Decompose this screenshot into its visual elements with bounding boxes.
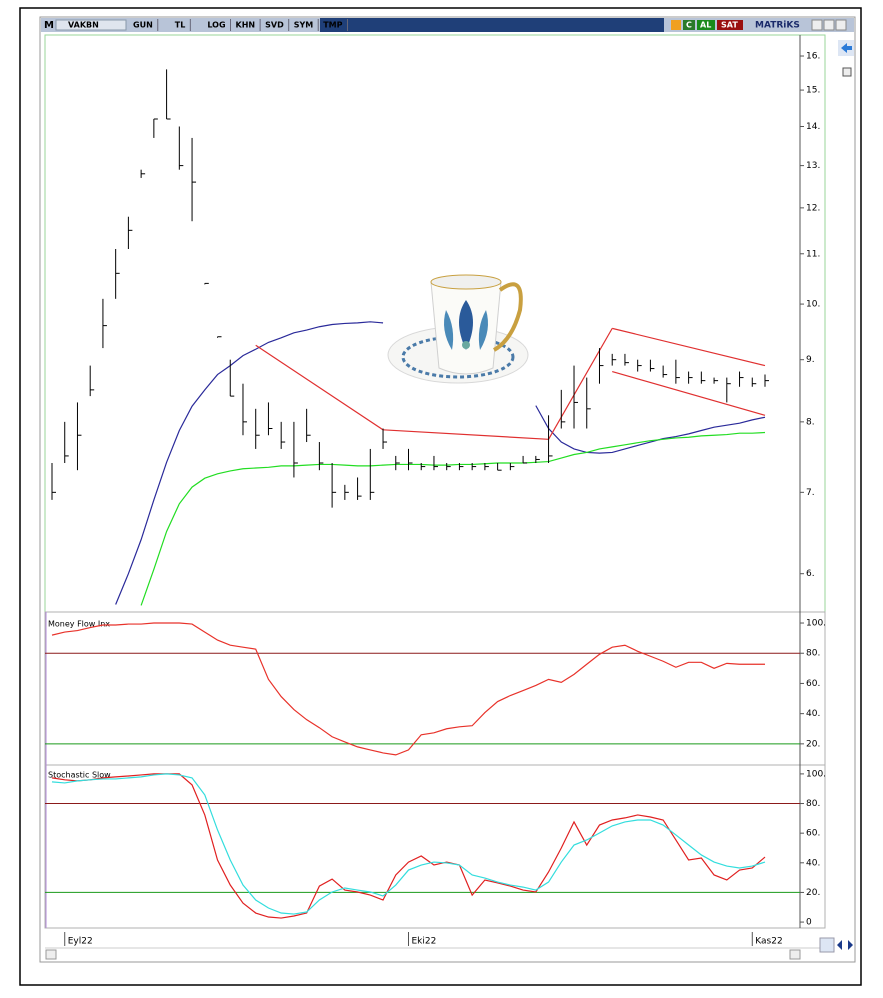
toolbar-button[interactable]: LOG <box>207 21 225 30</box>
trendline <box>548 328 613 440</box>
badge[interactable]: C <box>686 21 692 30</box>
icon <box>671 20 681 30</box>
y-tick-label: 80. <box>806 799 820 809</box>
toolbar-button[interactable]: GUN <box>133 21 153 30</box>
trendline <box>612 370 766 416</box>
x-tick-label: Eyl22 <box>68 937 93 947</box>
symbol[interactable]: VAKBN <box>68 21 99 30</box>
symbol-box[interactable] <box>55 19 127 31</box>
y-tick-label: 7. <box>806 488 815 498</box>
stoch-panel <box>44 764 826 929</box>
scroll-button[interactable] <box>789 949 801 960</box>
x-tick-label: Eki22 <box>412 937 437 947</box>
trendline <box>255 344 384 431</box>
y-tick-label: 6. <box>806 569 815 579</box>
y-tick-label: 20. <box>806 739 820 749</box>
y-tick-label: 15. <box>806 86 820 96</box>
y-tick-label: 20. <box>806 888 820 898</box>
y-tick-label: 0 <box>806 918 812 928</box>
y-tick-label: 60. <box>806 679 820 689</box>
toolbar-button[interactable]: KHN <box>236 21 256 30</box>
cup-illustration <box>387 274 529 384</box>
refresh-button[interactable] <box>819 937 835 953</box>
y-tick-label: 13. <box>806 161 820 171</box>
badge-box[interactable] <box>683 20 695 30</box>
arrow-icon <box>841 43 852 53</box>
moving-average <box>115 321 766 605</box>
toolbar-button[interactable]: TMP <box>323 21 342 30</box>
indicator-line <box>51 773 766 915</box>
moving-average <box>140 431 766 606</box>
toolbar-button[interactable]: SYM <box>294 21 314 30</box>
y-tick-label: 10. <box>806 300 820 310</box>
y-tick-label: 100. <box>806 619 826 629</box>
y-tick-label: 8. <box>806 417 815 427</box>
y-tick-label: 60. <box>806 829 820 839</box>
y-tick-label: 80. <box>806 649 820 659</box>
window <box>39 16 856 963</box>
y-tick-label: 14. <box>806 122 820 132</box>
badge[interactable]: SAT <box>721 21 738 30</box>
logo: M <box>44 20 54 31</box>
trendline <box>612 327 766 367</box>
panel-title: Stochastic Slow <box>48 771 111 780</box>
y-tick-label: 11. <box>806 249 820 259</box>
toolbar-fill <box>320 18 664 32</box>
brand: MATRiKS <box>755 21 800 31</box>
y-tick-label: 100. <box>806 769 826 779</box>
toolbar-button[interactable]: TL <box>175 21 186 30</box>
window-button[interactable] <box>835 19 847 31</box>
trendline <box>383 429 549 440</box>
badge-box[interactable] <box>697 20 715 30</box>
nav-arrows[interactable] <box>837 940 853 950</box>
side-button[interactable] <box>842 67 852 77</box>
marks: 16. 15. 14. 13. 12. 11. 10. 9. 8. 7. 6. Eyl22 Eki22 K… <box>45 52 826 947</box>
toolbar-button[interactable]: SVD <box>265 21 284 30</box>
indicator-line <box>51 622 765 756</box>
y-tick-label: 9. <box>806 355 815 365</box>
badge-box[interactable] <box>717 20 743 30</box>
badge[interactable]: AL <box>700 21 711 30</box>
y-tick-label: 16. <box>806 52 820 62</box>
y-tick-label: 40. <box>806 709 820 719</box>
x-tick-label: Kas22 <box>755 937 782 947</box>
window-button[interactable] <box>823 19 835 31</box>
window-button[interactable] <box>811 19 823 31</box>
y-tick-label: 12. <box>806 203 820 213</box>
panel-title: Money Flow Inx <box>48 620 110 629</box>
y-tick-label: 40. <box>806 858 820 868</box>
scroll-button[interactable] <box>45 949 57 960</box>
toolbar-buttons: GUN TL LOG KHN SVD SYM TMP <box>133 19 348 31</box>
